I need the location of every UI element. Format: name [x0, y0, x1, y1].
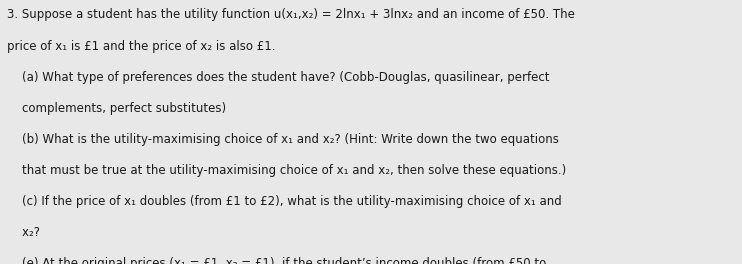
Text: (c) If the price of x₁ doubles (from £1 to £2), what is the utility-maximising c: (c) If the price of x₁ doubles (from £1 … — [7, 195, 562, 208]
Text: complements, perfect substitutes): complements, perfect substitutes) — [7, 102, 226, 115]
Text: (a) What type of preferences does the student have? (Cobb-Douglas, quasilinear, : (a) What type of preferences does the st… — [7, 71, 550, 84]
Text: price of x₁ is £1 and the price of x₂ is also £1.: price of x₁ is £1 and the price of x₂ is… — [7, 40, 276, 53]
Text: 3. Suppose a student has the utility function u(x₁,x₂) = 2lnx₁ + 3lnx₂ and an in: 3. Suppose a student has the utility fun… — [7, 8, 575, 21]
Text: that must be true at the utility-maximising choice of x₁ and x₂, then solve thes: that must be true at the utility-maximis… — [7, 164, 567, 177]
Text: (e) At the original prices (x₁ = £1, x₂ = £1), if the student’s income doubles (: (e) At the original prices (x₁ = £1, x₂ … — [7, 257, 547, 264]
Text: (b) What is the utility-maximising choice of x₁ and x₂? (Hint: Write down the tw: (b) What is the utility-maximising choic… — [7, 133, 559, 146]
Text: x₂?: x₂? — [7, 227, 40, 239]
